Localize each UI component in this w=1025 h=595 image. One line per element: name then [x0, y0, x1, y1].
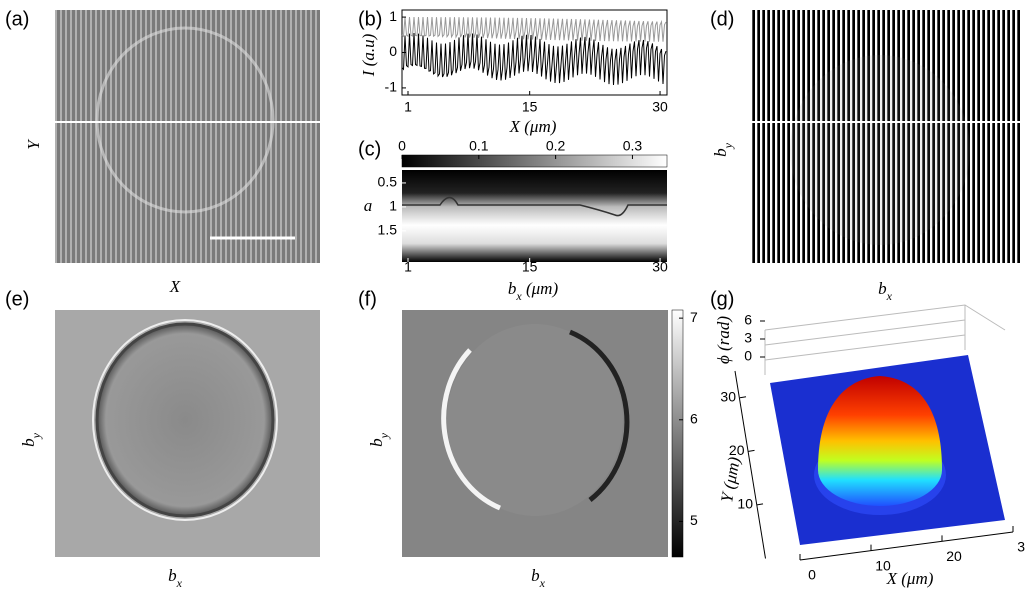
z-axis-label: ϕ (rad) — [714, 316, 733, 364]
x-tick-label: 1 — [404, 99, 412, 115]
figure: (a)(b)(c)(d)(e)(f)(g)XY11530-101X (μm)I … — [0, 0, 1025, 595]
x-axis-label-part: b — [168, 566, 177, 585]
z-tick-label: 6 — [744, 312, 752, 328]
panel-label: (e) — [5, 288, 29, 310]
y-tick-label: 0.5 — [378, 174, 398, 190]
colorbar-tick-label: 0.1 — [469, 138, 489, 154]
x-tick-label: 20 — [946, 548, 962, 564]
y-tick-label: 1 — [389, 8, 397, 24]
x-axis-label: bx — [168, 566, 183, 590]
colorbar-tick-label: 6 — [690, 410, 698, 426]
y-axis-label: by — [367, 432, 391, 447]
panel-label: (f) — [358, 288, 377, 310]
y-tick — [749, 450, 755, 451]
y-axis-label: by — [711, 142, 735, 157]
y-tick-label: 0 — [389, 43, 397, 59]
x-axis-label: X — [169, 277, 181, 296]
x-tick-label: 30 — [652, 259, 668, 275]
y-axis-label-part: y — [377, 432, 391, 439]
z-tick-label: 3 — [744, 330, 752, 346]
x-tick-label: 30 — [1017, 539, 1025, 555]
panel-label: (c) — [358, 138, 381, 160]
x-tick-label: 30 — [652, 99, 668, 115]
x-axis-label-part: b — [878, 279, 887, 298]
y-tick-label: -1 — [385, 79, 398, 95]
colorbar-tick-label: 0 — [398, 138, 406, 154]
y-axis-label-part: b — [711, 148, 730, 157]
y-axis-label: by — [19, 432, 43, 447]
panel-label: (d) — [710, 8, 734, 30]
x-axis-label-part: b — [531, 566, 540, 585]
y-tick-label: 1 — [389, 198, 397, 214]
x-axis-label-part: x — [539, 576, 546, 590]
x-axis-label-part: (μm) — [522, 279, 559, 298]
x-tick-label: 15 — [522, 259, 538, 275]
y-tick-label: 30 — [720, 388, 736, 404]
y-axis-label-part: b — [367, 438, 386, 447]
x-tick-label: 15 — [522, 99, 538, 115]
y-axis-label: a — [364, 196, 373, 215]
x-axis-label-part: b — [508, 279, 517, 298]
colorbar — [402, 155, 667, 167]
panel-label: (g) — [710, 288, 734, 310]
z-tick-label: 0 — [744, 348, 752, 364]
x-axis-label: bx — [878, 279, 893, 303]
colorbar-tick-label: 0.3 — [623, 138, 643, 154]
y-axis-label-part: b — [19, 438, 38, 447]
x-tick-label: 1 — [404, 259, 412, 275]
x-axis-label: X (μm) — [886, 569, 934, 588]
wavelet-image — [402, 170, 667, 262]
x-axis-label: bx (μm) — [508, 279, 559, 303]
y-tick-label: 1.5 — [378, 222, 398, 238]
y-axis-label: Y — [24, 139, 43, 150]
colorbar-tick-label: 0.2 — [546, 138, 566, 154]
colorbar — [672, 310, 683, 557]
cell — [97, 324, 273, 516]
y-axis-label: I (a.u) — [359, 33, 378, 77]
x-axis-label: bx — [531, 566, 546, 590]
x-axis-label: X (μm) — [509, 117, 557, 136]
y-tick — [740, 397, 746, 398]
x-axis-label-part: x — [176, 576, 183, 590]
y-axis-label-part: y — [721, 142, 735, 149]
y-tick — [757, 504, 763, 505]
cell-shadow — [790, 55, 970, 245]
y-tick-label: 10 — [737, 496, 753, 512]
y-axis-label-part: y — [29, 432, 43, 439]
panel-label: (b) — [358, 8, 382, 30]
hologram-image — [55, 10, 320, 263]
y-tick-label: 20 — [729, 442, 745, 458]
x-axis-label-part: x — [886, 289, 893, 303]
colorbar-tick-label: 5 — [690, 512, 698, 528]
panel-label: (a) — [5, 8, 29, 30]
colorbar-tick-label: 7 — [690, 309, 698, 325]
x-tick-label: 0 — [808, 567, 816, 583]
